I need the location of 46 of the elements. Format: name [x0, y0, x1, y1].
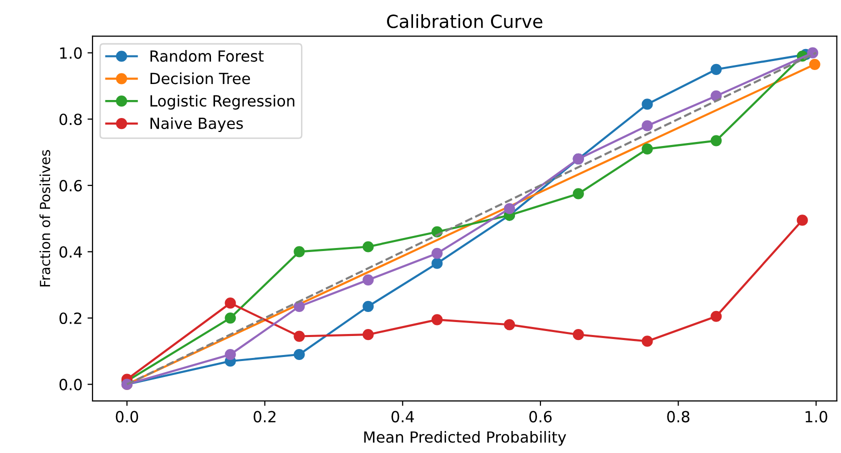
legend-label: Random Forest: [150, 50, 264, 62]
point: [710, 310, 722, 322]
chart-title: Calibration Curve: [387, 14, 542, 28]
y-axis-title: Fraction of Positives: [39, 150, 50, 286]
point: [432, 314, 443, 326]
point: [796, 214, 808, 226]
y-tick-label: 1.0: [60, 47, 82, 59]
y-tick-label: 0.4: [60, 246, 82, 258]
point: [224, 348, 236, 360]
point: [294, 300, 305, 312]
point: [362, 241, 374, 252]
point: [294, 330, 305, 342]
legend-label: Logistic Regression: [150, 94, 294, 110]
point: [642, 143, 653, 155]
point: [710, 135, 722, 146]
point: [642, 98, 653, 110]
point: [504, 319, 516, 330]
x-tick-label: 1.0: [806, 410, 828, 422]
point: [432, 248, 443, 259]
x-tick-label: 0.6: [529, 410, 552, 422]
legend-label: Naive Bayes: [150, 117, 243, 132]
y-tick-label: 0.2: [60, 312, 82, 324]
point: [432, 258, 443, 269]
point: [642, 336, 653, 347]
point: [362, 300, 374, 312]
point: [224, 312, 236, 324]
point: [294, 246, 305, 258]
point: [362, 329, 374, 340]
point: [572, 329, 584, 340]
y-tick-label: 0.0: [60, 378, 82, 390]
point: [572, 188, 584, 200]
y-tick-label: 0.8: [60, 114, 82, 126]
y-tick-label: 0.6: [60, 180, 82, 192]
point: [504, 203, 516, 214]
legend-label: Decision Tree: [150, 72, 250, 84]
point: [224, 298, 236, 309]
point: [642, 120, 653, 132]
point: [710, 64, 722, 75]
point: [362, 274, 374, 286]
x-axis-title: Mean Predicted Probability: [364, 430, 566, 446]
x-tick-label: 0.8: [667, 410, 690, 422]
x-tick-label: 0.4: [391, 410, 414, 422]
x-tick-label: 0.0: [116, 410, 138, 422]
x-tick-label: 0.2: [254, 410, 276, 422]
point: [294, 348, 305, 360]
point: [809, 58, 820, 70]
